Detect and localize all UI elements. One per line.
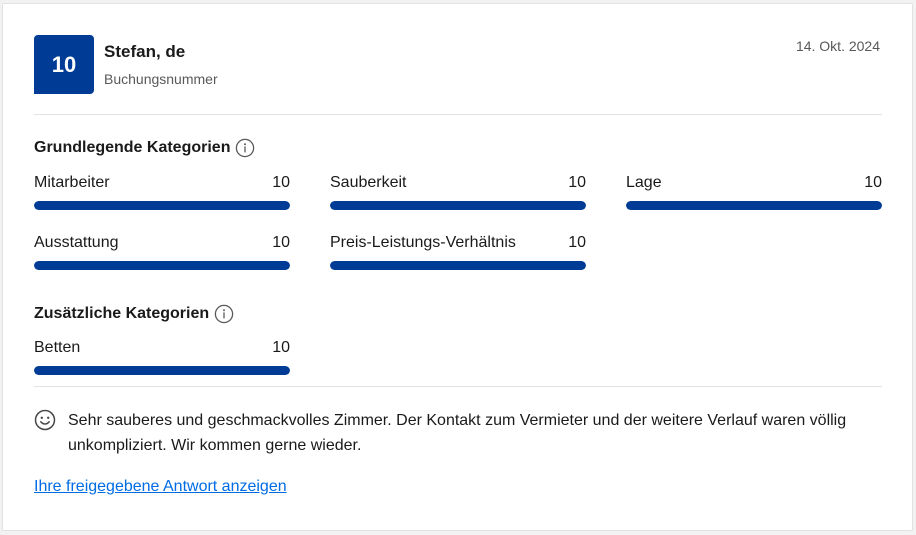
score-bar-fill [330,261,586,270]
category-value-for-money: Preis-Leistungs-Verhältnis 10 [330,234,586,270]
info-icon[interactable] [214,304,234,324]
category-score: 10 [568,234,586,251]
score-bar [34,201,290,210]
review-comment: Sehr sauberes und geschmackvolles Zimmer… [34,408,884,458]
category-location: Lage 10 [626,174,882,210]
category-label: Mitarbeiter [34,174,110,191]
divider [34,386,882,387]
category-label: Ausstattung [34,234,119,251]
basic-categories-heading: Grundlegende Kategorien [34,138,255,158]
category-score: 10 [568,174,586,191]
category-label: Betten [34,339,81,356]
category-label: Sauberkeit [330,174,407,191]
score-bar [34,261,290,270]
category-score: 10 [272,174,290,191]
comment-text: Sehr sauberes und geschmackvolles Zimmer… [68,412,847,454]
score-bar-fill [330,201,586,210]
review-card: 10 Stefan, de Buchungsnummer 14. Okt. 20… [2,3,913,531]
category-score: 10 [864,174,882,191]
divider [34,114,882,115]
score-bar [330,261,586,270]
extra-categories-heading: Zusätzliche Kategorien [34,304,234,324]
reviewer-name: Stefan, de [104,42,186,61]
score-bar [34,366,290,375]
view-response-link[interactable]: Ihre freigegebene Antwort anzeigen [34,478,287,495]
category-beds: Betten 10 [34,339,290,375]
extra-categories-title: Zusätzliche Kategorien [34,305,210,322]
category-score: 10 [272,339,290,356]
info-icon[interactable] [235,138,255,158]
score-bar [626,201,882,210]
category-facilities: Ausstattung 10 [34,234,290,270]
category-label: Lage [626,174,662,191]
score-bar [330,201,586,210]
category-score: 10 [272,234,290,251]
basic-categories-title: Grundlegende Kategorien [34,139,231,156]
review-date: 14. Okt. 2024 [795,38,880,54]
score-bar-fill [34,261,290,270]
score-bar-fill [626,201,882,210]
score-badge: 10 [34,35,94,94]
score-bar-fill [34,201,290,210]
score-bar-fill [34,366,290,375]
category-label: Preis-Leistungs-Verhältnis [330,234,516,251]
category-staff: Mitarbeiter 10 [34,174,290,210]
booking-number-label: Buchungsnummer [104,71,218,87]
smile-icon [34,409,56,431]
category-cleanliness: Sauberkeit 10 [330,174,586,210]
